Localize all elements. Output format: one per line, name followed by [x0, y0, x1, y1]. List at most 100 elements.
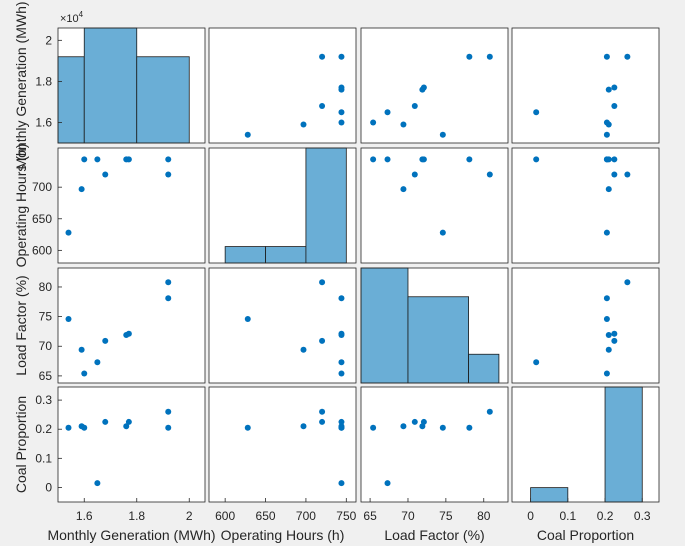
- scatter-point: [244, 315, 251, 322]
- scatter-point: [400, 186, 407, 193]
- y-tick-label: 2: [45, 33, 52, 47]
- histogram-bar: [265, 246, 307, 264]
- y-tick-label: 0.1: [35, 451, 52, 465]
- scatter-point: [338, 53, 345, 60]
- panel-frame: [57, 267, 206, 384]
- panel-background: [361, 387, 508, 502]
- scatter-point: [102, 418, 109, 425]
- scatter-point: [94, 480, 101, 487]
- y-tick-label: 1.6: [35, 115, 52, 129]
- scatter-point: [611, 103, 618, 110]
- scatter-point: [603, 156, 610, 163]
- panel-background: [512, 268, 659, 383]
- scatter-point: [603, 53, 610, 60]
- y-tick-label: 650: [32, 212, 52, 226]
- panel-frame: [360, 267, 509, 384]
- scatter-point: [384, 109, 391, 116]
- panel-r3-c2: [360, 386, 509, 503]
- scatter-point: [384, 480, 391, 487]
- scatter-point: [244, 131, 251, 138]
- panel-r2-c3: [511, 267, 660, 384]
- y-tick-label: 70: [39, 339, 53, 353]
- panel-background: [512, 148, 659, 263]
- x-tick-label: 0.1: [559, 509, 576, 523]
- scatter-point: [300, 346, 307, 353]
- scatter-point: [420, 156, 427, 163]
- x-tick-label: 0.3: [634, 509, 651, 523]
- scatter-point: [605, 331, 612, 338]
- y-tick-label: 700: [32, 180, 52, 194]
- panel-r1-c3: [511, 147, 660, 264]
- panel-r2-c0: [57, 267, 206, 384]
- x-tick-label: 650: [256, 509, 276, 523]
- scatter-point: [81, 370, 88, 377]
- panel-frame: [360, 386, 509, 503]
- y-tick-label: 0: [45, 480, 52, 494]
- panel-r0-c3: [511, 27, 660, 144]
- scatter-point: [94, 359, 101, 366]
- histogram-bar: [305, 147, 347, 264]
- scatter-point: [611, 330, 618, 337]
- scatter-point: [165, 424, 172, 431]
- panel-background: [209, 268, 356, 383]
- x-tick-label: 1.6: [76, 509, 93, 523]
- scatter-point: [338, 295, 345, 302]
- panel-frame: [208, 147, 357, 264]
- scatter-point: [102, 337, 109, 344]
- scatter-point: [319, 408, 326, 415]
- scatter-point: [94, 156, 101, 163]
- panel-r0-c2: [360, 27, 509, 144]
- scatter-point: [466, 156, 473, 163]
- scatter-point: [439, 424, 446, 431]
- x-tick-label: 1.8: [128, 509, 145, 523]
- scatter-point: [411, 418, 418, 425]
- panel-background: [361, 148, 508, 263]
- x-tick-label: 2: [186, 509, 193, 523]
- panel-r1-c1: [208, 147, 357, 264]
- scatter-point: [400, 121, 407, 128]
- x-tick-label: 65: [363, 509, 377, 523]
- scatter-point: [338, 359, 345, 366]
- scatter-point: [486, 408, 493, 415]
- scatter-point: [165, 408, 172, 415]
- panel-frame: [57, 386, 206, 503]
- histogram-bar: [136, 56, 190, 144]
- panel-frame: [208, 267, 357, 384]
- x-tick-label: 750: [336, 509, 356, 523]
- panel-frame: [511, 386, 660, 503]
- scatter-point: [319, 418, 326, 425]
- scatter-point: [624, 53, 631, 60]
- scatter-point: [605, 346, 612, 353]
- scatter-point: [78, 346, 85, 353]
- panel-r3-c3: [511, 386, 660, 503]
- scatter-point: [319, 279, 326, 286]
- y-tick-label: 0.3: [35, 393, 52, 407]
- scatter-point: [605, 86, 612, 93]
- scatter-point: [420, 418, 427, 425]
- panel-grid: [57, 27, 660, 503]
- y-tick-label: 0.2: [35, 422, 52, 436]
- x-tick-label: 700: [296, 509, 316, 523]
- panel-frame: [57, 27, 206, 144]
- scatter-point: [338, 424, 345, 431]
- histogram-bar: [57, 56, 85, 144]
- histogram-bar: [530, 487, 569, 503]
- scatter-point: [123, 423, 130, 430]
- panel-frame: [57, 147, 206, 264]
- x-tick-label: 600: [215, 509, 235, 523]
- scatter-point: [624, 279, 631, 286]
- y-tick-label: 1.8: [35, 74, 52, 88]
- histogram-bar: [468, 353, 500, 384]
- panel-frame: [511, 267, 660, 384]
- scatter-point: [603, 229, 610, 236]
- scatter-point: [624, 171, 631, 178]
- scatter-point: [125, 330, 132, 337]
- panel-frame: [511, 147, 660, 264]
- panel-background: [512, 28, 659, 143]
- scatter-point: [165, 295, 172, 302]
- scatter-point: [603, 119, 610, 126]
- scatter-point: [338, 480, 345, 487]
- scatter-point: [338, 109, 345, 116]
- panel-r3-c1: [208, 386, 357, 503]
